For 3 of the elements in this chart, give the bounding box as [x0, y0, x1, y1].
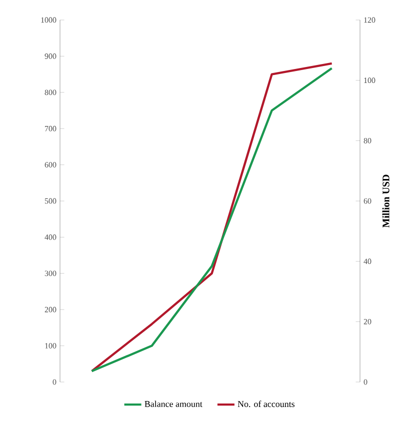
legend-label: Balance amount — [144, 400, 202, 408]
y2-axis-title: Million USD — [382, 174, 390, 228]
legend-label: No. of accounts — [238, 400, 294, 408]
